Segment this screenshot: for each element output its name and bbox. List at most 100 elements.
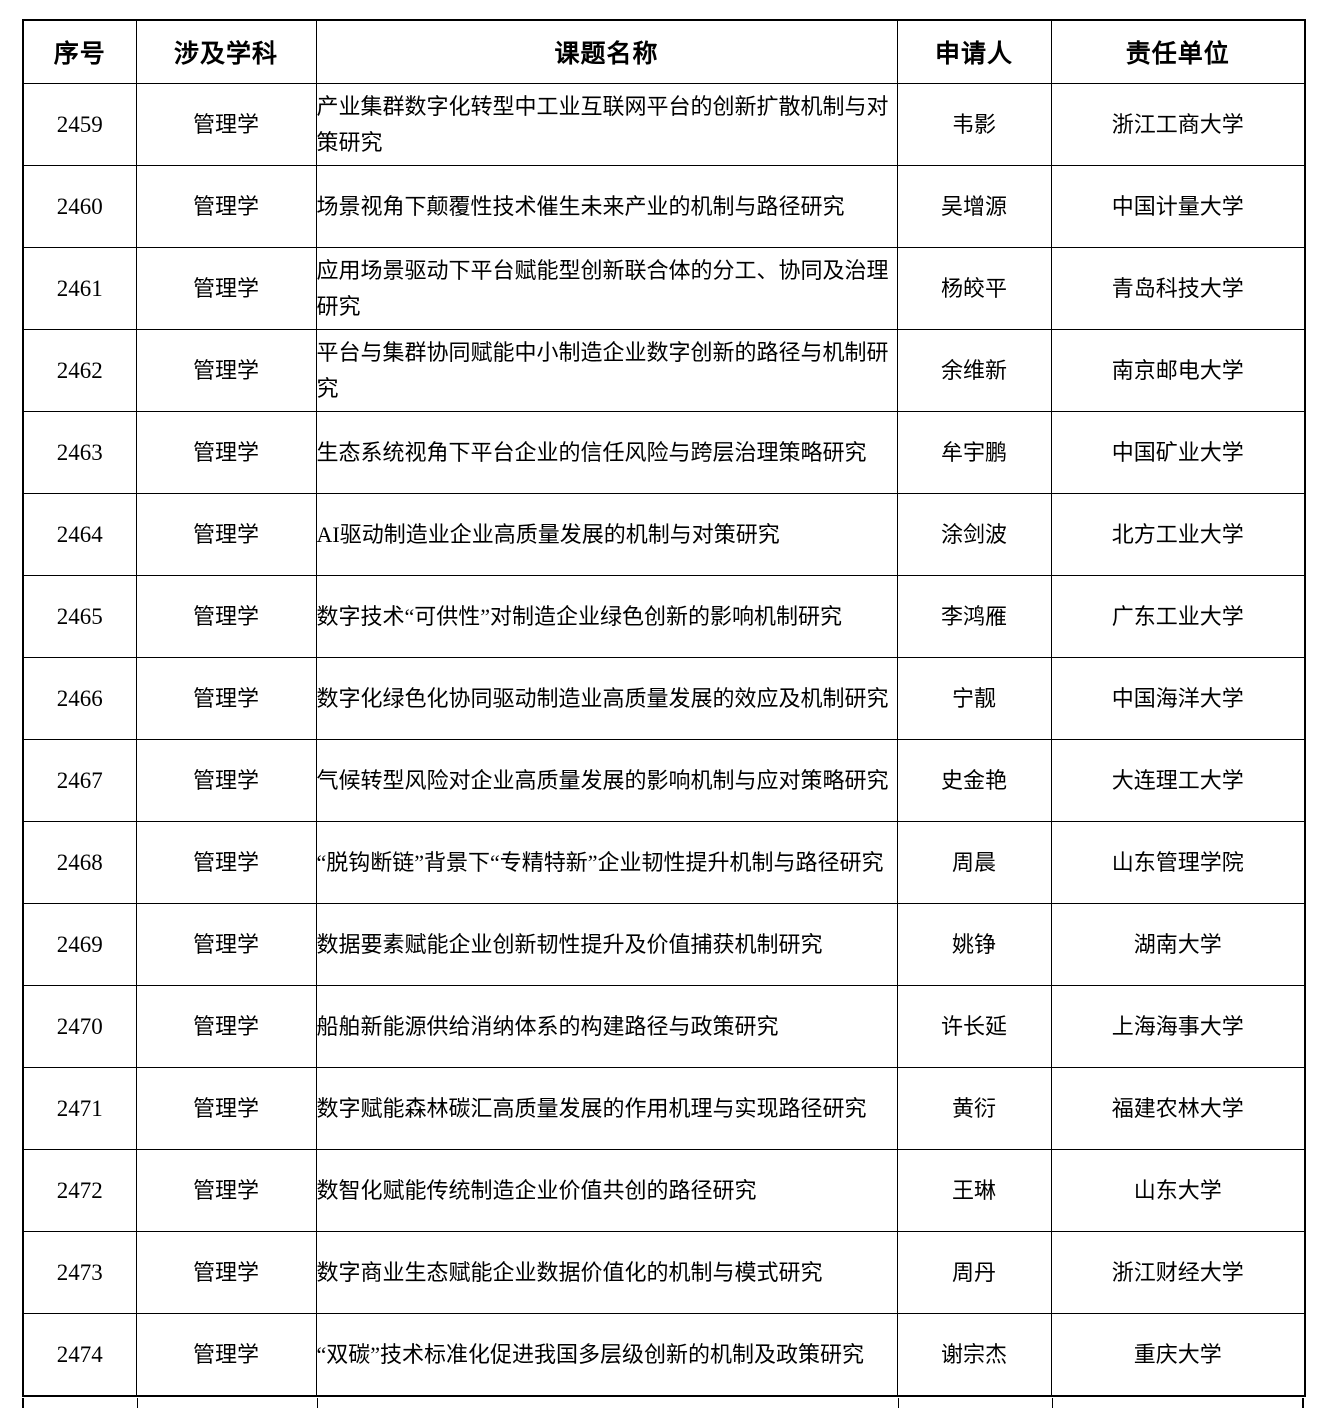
cell-title-text: “双碳”技术标准化促进我国多层级创新的机制及政策研究 (316, 1341, 865, 1367)
cell-seq: 2460 (22, 165, 137, 248)
cell-subject: 管理学 (135, 985, 317, 1068)
cell-seq: 2468 (22, 821, 137, 904)
table-row: 2472 管理学 数智化赋能传统制造企业价值共创的路径研究 王琳 山东大学 (22, 1149, 1306, 1232)
cell-person: 周晨 (896, 821, 1052, 904)
column-divider (898, 1398, 899, 1408)
cell-org: 大连理工大学 (1050, 739, 1306, 822)
cell-title-text: 数据要素赋能企业创新韧性提升及价值捕获机制研究 (316, 931, 823, 957)
column-header-seq: 序号 (22, 19, 137, 84)
cell-title-text: 数字化绿色化协同驱动制造业高质量发展的效应及机制研究 (316, 685, 889, 711)
cell-seq: 2463 (22, 411, 137, 494)
cell-seq: 2472 (22, 1149, 137, 1232)
cell-title: AI驱动制造业企业高质量发展的机制与对策研究 (315, 493, 898, 576)
cell-org: 中国计量大学 (1050, 165, 1306, 248)
column-divider (137, 1398, 138, 1408)
cell-org: 中国矿业大学 (1050, 411, 1306, 494)
grant-projects-table-container: 序号 涉及学科 课题名称 申请人 责任单位 2459 管理学 产业集群数字化转型中工… (22, 19, 1306, 1397)
cell-seq: 2471 (22, 1067, 137, 1150)
cell-subject: 管理学 (135, 903, 317, 986)
table-header: 序号 涉及学科 课题名称 申请人 责任单位 (22, 19, 1306, 84)
cell-subject: 管理学 (135, 657, 317, 740)
table-row: 2461 管理学 应用场景驱动下平台赋能型创新联合体的分工、协同及治理研究 杨皎平 青岛… (22, 247, 1306, 330)
table-row: 2460 管理学 场景视角下颠覆性技术催生未来产业的机制与路径研究 吴增源 中国计量大学 (22, 165, 1306, 248)
column-header-person: 申请人 (896, 19, 1052, 84)
cell-person: 史金艳 (896, 739, 1052, 822)
table-partial-next-row (22, 1398, 1304, 1408)
cell-person: 韦影 (896, 83, 1052, 166)
cell-title: 数字化绿色化协同驱动制造业高质量发展的效应及机制研究 (315, 657, 898, 740)
column-header-subject: 涉及学科 (135, 19, 317, 84)
cell-title: 数据要素赋能企业创新韧性提升及价值捕获机制研究 (315, 903, 898, 986)
cell-title-text: 气候转型风险对企业高质量发展的影响机制与应对策略研究 (316, 767, 889, 793)
cell-title-text: 船舶新能源供给消纳体系的构建路径与政策研究 (316, 1013, 779, 1039)
cell-subject: 管理学 (135, 1231, 317, 1314)
cell-subject: 管理学 (135, 1149, 317, 1232)
cell-org: 山东大学 (1050, 1149, 1306, 1232)
table-row: 2465 管理学 数字技术“可供性”对制造企业绿色创新的影响机制研究 李鸿雁 广东工业大… (22, 575, 1306, 658)
table-row: 2464 管理学 AI驱动制造业企业高质量发展的机制与对策研究 涂剑波 北方工业大学 (22, 493, 1306, 576)
cell-org: 青岛科技大学 (1050, 247, 1306, 330)
cell-title-text: “脱钩断链”背景下“专精特新”企业韧性提升机制与路径研究 (316, 849, 884, 875)
table-row: 2466 管理学 数字化绿色化协同驱动制造业高质量发展的效应及机制研究 宁靓 中国海洋大… (22, 657, 1306, 740)
header-row: 序号 涉及学科 课题名称 申请人 责任单位 (22, 19, 1306, 84)
cell-seq: 2465 (22, 575, 137, 658)
cell-person: 宁靓 (896, 657, 1052, 740)
cell-title: 船舶新能源供给消纳体系的构建路径与政策研究 (315, 985, 898, 1068)
cell-subject: 管理学 (135, 575, 317, 658)
cell-person: 李鸿雁 (896, 575, 1052, 658)
cell-title: 数智化赋能传统制造企业价值共创的路径研究 (315, 1149, 898, 1232)
table-row: 2471 管理学 数字赋能森林碳汇高质量发展的作用机理与实现路径研究 黄衍 福建农林大学 (22, 1067, 1306, 1150)
cell-org: 南京邮电大学 (1050, 329, 1306, 412)
cell-person: 黄衍 (896, 1067, 1052, 1150)
cell-org: 中国海洋大学 (1050, 657, 1306, 740)
cell-person: 吴增源 (896, 165, 1052, 248)
cell-person: 周丹 (896, 1231, 1052, 1314)
cell-title: 数字商业生态赋能企业数据价值化的机制与模式研究 (315, 1231, 898, 1314)
cell-title-text: 数字技术“可供性”对制造企业绿色创新的影响机制研究 (316, 603, 843, 629)
table-row: 2467 管理学 气候转型风险对企业高质量发展的影响机制与应对策略研究 史金艳 大连理工… (22, 739, 1306, 822)
cell-seq: 2462 (22, 329, 137, 412)
cell-subject: 管理学 (135, 329, 317, 412)
table-row: 2462 管理学 平台与集群协同赋能中小制造企业数字创新的路径与机制研究 余维新 南京邮… (22, 329, 1306, 412)
cell-subject: 管理学 (135, 165, 317, 248)
cell-title: 平台与集群协同赋能中小制造企业数字创新的路径与机制研究 (315, 329, 898, 412)
cell-title: 场景视角下颠覆性技术催生未来产业的机制与路径研究 (315, 165, 898, 248)
cell-title-text: 生态系统视角下平台企业的信任风险与跨层治理策略研究 (316, 439, 867, 465)
table-row: 2470 管理学 船舶新能源供给消纳体系的构建路径与政策研究 许长延 上海海事大学 (22, 985, 1306, 1068)
cell-person: 王琳 (896, 1149, 1052, 1232)
cell-title-text: 数智化赋能传统制造企业价值共创的路径研究 (316, 1177, 757, 1203)
cell-person: 涂剑波 (896, 493, 1052, 576)
cell-person: 姚铮 (896, 903, 1052, 986)
cell-org: 重庆大学 (1050, 1313, 1306, 1397)
cell-person: 牟宇鹏 (896, 411, 1052, 494)
cell-title-text: 场景视角下颠覆性技术催生未来产业的机制与路径研究 (316, 193, 845, 219)
cell-title: 数字赋能森林碳汇高质量发展的作用机理与实现路径研究 (315, 1067, 898, 1150)
cell-subject: 管理学 (135, 493, 317, 576)
column-header-title: 课题名称 (315, 19, 898, 84)
cell-title-text: 数字赋能森林碳汇高质量发展的作用机理与实现路径研究 (316, 1095, 867, 1121)
cell-title: “双碳”技术标准化促进我国多层级创新的机制及政策研究 (315, 1313, 898, 1397)
cell-seq: 2459 (22, 83, 137, 166)
cell-person: 余维新 (896, 329, 1052, 412)
grant-projects-table: 序号 涉及学科 课题名称 申请人 责任单位 2459 管理学 产业集群数字化转型中工… (22, 19, 1306, 1397)
table-row: 2459 管理学 产业集群数字化转型中工业互联网平台的创新扩散机制与对策研究 韦影 浙江… (22, 83, 1306, 166)
cell-title: 数字技术“可供性”对制造企业绿色创新的影响机制研究 (315, 575, 898, 658)
cell-org: 北方工业大学 (1050, 493, 1306, 576)
cell-subject: 管理学 (135, 411, 317, 494)
table-row: 2468 管理学 “脱钩断链”背景下“专精特新”企业韧性提升机制与路径研究 周晨 山东管… (22, 821, 1306, 904)
cell-seq: 2467 (22, 739, 137, 822)
cell-seq: 2470 (22, 985, 137, 1068)
cell-title: “脱钩断链”背景下“专精特新”企业韧性提升机制与路径研究 (315, 821, 898, 904)
column-header-org: 责任单位 (1050, 19, 1306, 84)
cell-title-text: 产业集群数字化转型中工业互联网平台的创新扩散机制与对策研究 (316, 93, 889, 155)
cell-subject: 管理学 (135, 739, 317, 822)
column-divider (1052, 1398, 1053, 1408)
cell-title: 应用场景驱动下平台赋能型创新联合体的分工、协同及治理研究 (315, 247, 898, 330)
cell-subject: 管理学 (135, 247, 317, 330)
cell-title: 气候转型风险对企业高质量发展的影响机制与应对策略研究 (315, 739, 898, 822)
column-divider (317, 1398, 318, 1408)
cell-seq: 2464 (22, 493, 137, 576)
cell-seq: 2473 (22, 1231, 137, 1314)
cell-org: 浙江财经大学 (1050, 1231, 1306, 1314)
